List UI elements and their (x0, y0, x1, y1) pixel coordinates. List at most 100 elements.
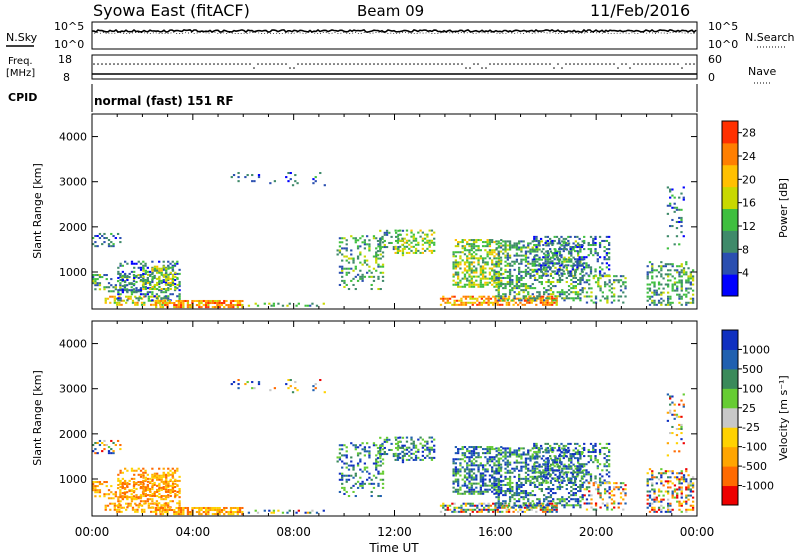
power-cell (556, 281, 559, 284)
power-cell (572, 248, 575, 251)
power-cell (495, 248, 498, 251)
power-cell (520, 258, 523, 261)
power-cell (466, 241, 469, 244)
power-cell (350, 235, 353, 238)
power-cell (167, 289, 170, 292)
power-cell (551, 301, 554, 304)
velocity-cell (531, 500, 534, 503)
power-cell (524, 295, 528, 298)
power-cell (439, 297, 443, 300)
power-cell (691, 283, 695, 286)
power-cell (167, 283, 170, 286)
power-cell (565, 266, 568, 269)
velocity-cell (556, 477, 559, 480)
power-cell (352, 261, 355, 264)
power-cell (115, 297, 119, 300)
power-cell (495, 270, 498, 273)
power-cell (156, 277, 159, 280)
power-cell (676, 289, 679, 292)
power-cell (164, 299, 167, 303)
power-cell (475, 267, 478, 270)
velocity-cell (130, 490, 134, 493)
power-cell (608, 235, 611, 238)
velocity-cell (497, 490, 500, 493)
power-cell (560, 254, 563, 257)
power-cell (669, 297, 672, 300)
velocity-cell (577, 500, 580, 503)
power-cell (511, 264, 514, 267)
power-cell (383, 231, 386, 234)
velocity-cell (515, 492, 519, 495)
velocity-cell (529, 494, 532, 497)
nave-dot (465, 67, 467, 69)
velocity-cell (139, 500, 143, 503)
nave-dot (201, 63, 203, 65)
velocity-cell (156, 484, 159, 487)
velocity-cell (144, 492, 147, 496)
velocity-cell (241, 513, 244, 516)
power-cell (468, 279, 471, 282)
power-cell (667, 283, 670, 286)
velocity-cell (423, 456, 427, 459)
velocity-cell (544, 442, 547, 445)
power-cell (531, 297, 534, 300)
velocity-cell (570, 490, 573, 493)
velocity-cell (121, 483, 124, 486)
power-cell (689, 273, 692, 276)
velocity-cell (495, 485, 498, 489)
velocity-cell (533, 485, 537, 489)
power-cell (669, 225, 672, 228)
velocity-cell (511, 467, 514, 470)
power-cell (167, 265, 170, 268)
power-cell (601, 275, 604, 278)
velocity-cell (133, 477, 136, 480)
power-cell (544, 270, 547, 273)
velocity-cell (198, 511, 201, 514)
velocity-cell (518, 500, 521, 503)
power-cell (505, 303, 508, 306)
velocity-cell (567, 442, 570, 445)
power-cell (561, 260, 564, 263)
power-cell (515, 293, 519, 296)
power-cell (606, 297, 609, 300)
velocity-cell (169, 500, 172, 503)
power-cell (576, 262, 579, 265)
velocity-cell (475, 448, 478, 451)
power-cell (524, 272, 528, 275)
power-cell (576, 266, 579, 269)
velocity-cell (495, 488, 498, 491)
velocity-cell (479, 486, 482, 489)
power-cell (133, 274, 136, 277)
power-cell (117, 297, 120, 300)
power-cell (166, 304, 169, 307)
power-cell (508, 293, 512, 296)
velocity-cell (597, 492, 600, 495)
power-cell (569, 258, 572, 261)
power-cell (542, 248, 545, 251)
velocity-cell (541, 508, 545, 511)
power-cell (506, 299, 509, 302)
velocity-cell (140, 508, 144, 511)
power-cell (561, 274, 564, 277)
power-cell (508, 246, 512, 249)
power-cell (160, 288, 163, 291)
velocity-cell (613, 482, 616, 485)
power-cell (223, 302, 226, 305)
velocity-cell (388, 448, 391, 451)
velocity-cell (608, 465, 611, 468)
velocity-cell (454, 466, 458, 469)
velocity-cell (470, 476, 473, 479)
velocity-cell (381, 478, 385, 481)
power-cell (129, 297, 132, 300)
power-cell (345, 271, 348, 274)
y-tick-label: 3000 (59, 176, 87, 189)
power-cell (119, 276, 122, 279)
power-cell (671, 283, 674, 286)
velocity-cell (165, 474, 168, 477)
power-cell (504, 242, 507, 245)
velocity-cell (176, 490, 179, 493)
velocity-cell (564, 471, 568, 474)
velocity-cell (426, 440, 429, 443)
velocity-cell (507, 502, 511, 505)
velocity-cell (549, 463, 553, 466)
